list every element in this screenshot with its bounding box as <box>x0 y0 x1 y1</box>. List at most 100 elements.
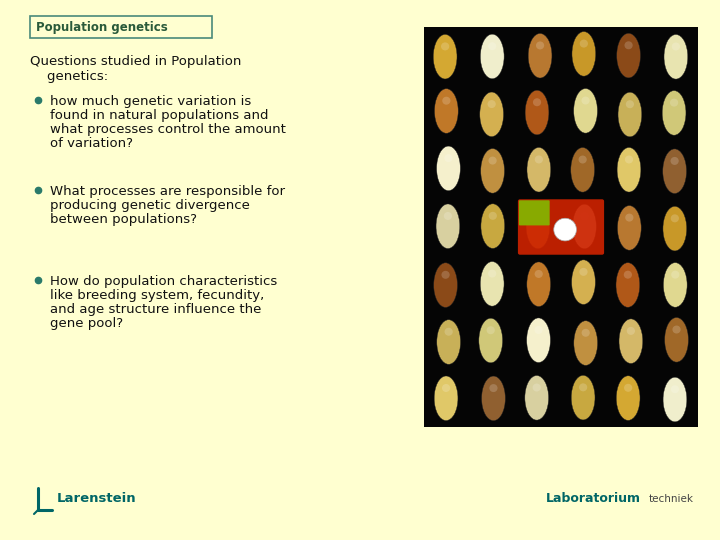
Ellipse shape <box>582 97 590 105</box>
Ellipse shape <box>671 385 679 393</box>
Ellipse shape <box>526 204 550 249</box>
Ellipse shape <box>579 383 588 392</box>
Ellipse shape <box>663 262 687 307</box>
Ellipse shape <box>616 376 640 420</box>
Ellipse shape <box>580 39 588 48</box>
Ellipse shape <box>535 156 543 164</box>
Ellipse shape <box>624 271 632 279</box>
Ellipse shape <box>625 214 634 221</box>
Ellipse shape <box>536 42 544 50</box>
Text: Laboratorium: Laboratorium <box>546 492 641 505</box>
Ellipse shape <box>528 33 552 78</box>
Ellipse shape <box>441 43 449 50</box>
Text: genetics:: genetics: <box>30 70 108 83</box>
Ellipse shape <box>616 262 640 307</box>
Ellipse shape <box>625 156 633 164</box>
Ellipse shape <box>671 271 680 279</box>
Ellipse shape <box>663 377 687 422</box>
Text: and age structure influence the: and age structure influence the <box>50 303 261 316</box>
Ellipse shape <box>527 262 551 307</box>
Ellipse shape <box>571 147 595 192</box>
Ellipse shape <box>618 206 642 250</box>
Ellipse shape <box>662 91 686 135</box>
Ellipse shape <box>626 100 634 108</box>
Ellipse shape <box>572 31 595 76</box>
Ellipse shape <box>487 326 495 334</box>
FancyBboxPatch shape <box>518 199 604 255</box>
Ellipse shape <box>617 33 641 78</box>
Ellipse shape <box>627 327 635 335</box>
Ellipse shape <box>672 326 680 334</box>
Ellipse shape <box>444 328 453 336</box>
Ellipse shape <box>534 212 542 220</box>
Text: What processes are responsible for: What processes are responsible for <box>50 185 285 198</box>
Ellipse shape <box>482 376 505 421</box>
Text: gene pool?: gene pool? <box>50 317 123 330</box>
Ellipse shape <box>580 268 588 276</box>
Text: of variation?: of variation? <box>50 137 133 150</box>
Ellipse shape <box>525 375 549 420</box>
Text: what processes control the amount: what processes control the amount <box>50 123 286 136</box>
Ellipse shape <box>665 318 688 362</box>
Ellipse shape <box>433 35 457 79</box>
Ellipse shape <box>618 92 642 137</box>
Bar <box>424 27 698 427</box>
Ellipse shape <box>574 89 598 133</box>
Ellipse shape <box>488 269 496 278</box>
Ellipse shape <box>525 90 549 135</box>
Text: found in natural populations and: found in natural populations and <box>50 109 269 122</box>
Ellipse shape <box>572 204 596 249</box>
Ellipse shape <box>436 204 460 248</box>
Ellipse shape <box>534 326 543 334</box>
Ellipse shape <box>481 148 505 193</box>
Ellipse shape <box>526 318 550 362</box>
Ellipse shape <box>579 156 587 164</box>
FancyBboxPatch shape <box>519 200 549 225</box>
Text: techniek: techniek <box>649 494 694 504</box>
Ellipse shape <box>663 206 687 251</box>
Ellipse shape <box>479 318 503 363</box>
Ellipse shape <box>617 147 641 192</box>
Ellipse shape <box>571 375 595 420</box>
Ellipse shape <box>664 35 688 79</box>
Text: Population genetics: Population genetics <box>36 21 168 33</box>
Ellipse shape <box>662 149 686 193</box>
Ellipse shape <box>670 99 678 106</box>
Ellipse shape <box>434 89 458 133</box>
Ellipse shape <box>574 321 598 366</box>
Ellipse shape <box>619 319 643 363</box>
Ellipse shape <box>442 384 450 392</box>
Ellipse shape <box>527 147 551 192</box>
Text: between populations?: between populations? <box>50 213 197 226</box>
Ellipse shape <box>442 97 451 105</box>
Ellipse shape <box>444 154 453 162</box>
Circle shape <box>554 218 577 241</box>
Ellipse shape <box>441 271 450 279</box>
Ellipse shape <box>624 41 633 49</box>
Ellipse shape <box>489 212 497 220</box>
Ellipse shape <box>437 320 461 365</box>
Ellipse shape <box>490 384 498 392</box>
Ellipse shape <box>670 157 679 165</box>
Ellipse shape <box>580 212 588 220</box>
Text: producing genetic divergence: producing genetic divergence <box>50 199 250 212</box>
Ellipse shape <box>433 263 457 307</box>
Ellipse shape <box>572 260 595 305</box>
Ellipse shape <box>480 92 503 137</box>
Ellipse shape <box>582 329 590 337</box>
Text: like breeding system, fecundity,: like breeding system, fecundity, <box>50 289 264 302</box>
Text: Larenstein: Larenstein <box>57 492 137 505</box>
Text: How do population characteristics: How do population characteristics <box>50 275 277 288</box>
Ellipse shape <box>624 384 632 392</box>
Ellipse shape <box>533 383 541 392</box>
Text: how much genetic variation is: how much genetic variation is <box>50 95 251 108</box>
Ellipse shape <box>480 261 504 306</box>
Text: Questions studied in Population: Questions studied in Population <box>30 55 241 68</box>
Ellipse shape <box>436 146 460 191</box>
Ellipse shape <box>671 214 679 222</box>
Ellipse shape <box>480 34 504 79</box>
Ellipse shape <box>488 157 497 165</box>
Ellipse shape <box>533 98 541 106</box>
FancyBboxPatch shape <box>30 16 212 38</box>
Ellipse shape <box>672 43 680 51</box>
